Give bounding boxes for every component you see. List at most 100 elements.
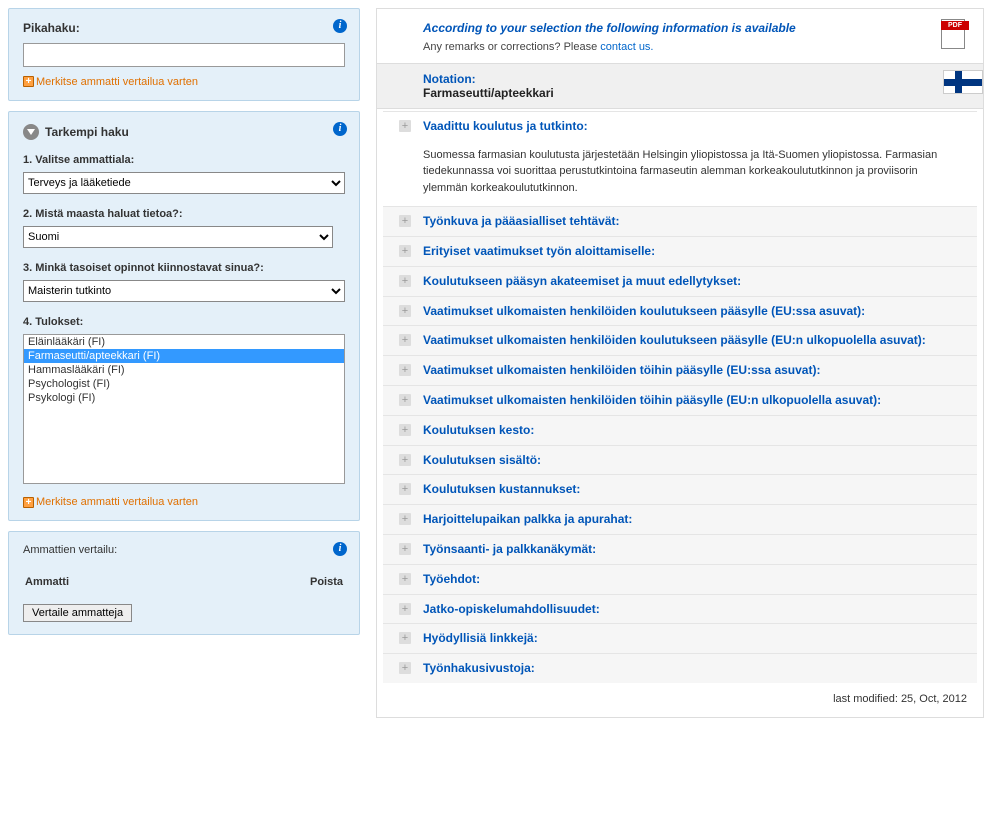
accordion-header[interactable]: + Vaatimukset ulkomaisten henkilöiden kou… [383,297,977,326]
notation-value: Farmaseutti/apteekkari [423,86,963,100]
advanced-title: Tarkempi haku [45,125,129,139]
accordion-title: Vaadittu koulutus ja tutkinto: [423,119,588,133]
list-item[interactable]: Farmaseutti/apteekkari (FI) [24,349,344,363]
accordion-item: + Jatko-opiskelumahdollisuudet: [383,594,977,624]
accordion-header[interactable]: + Vaadittu koulutus ja tutkinto: [383,112,977,141]
compare-col-profession: Ammatti [25,572,206,592]
accordion-item: +Harjoittelupaikan palkka ja apurahat: [383,504,977,534]
accordion-item: +Työnhakusivustoja: [383,653,977,683]
accordion-header[interactable]: + Koulutuksen kesto: [383,416,977,445]
compare-button[interactable]: Vertaile ammatteja [23,604,132,622]
accordion-title: Jatko-opiskelumahdollisuudet: [423,602,600,616]
accordion-title: Hyödyllisiä linkkejä: [423,631,538,645]
accordion-header[interactable]: +Työnkuva ja pääasialliset tehtävät: [383,207,977,236]
mark-profession-label: Merkitse ammatti vertailua varten [36,76,198,88]
plus-icon: + [399,334,411,346]
results-listbox[interactable]: Eläinlääkäri (FI)Farmaseutti/apteekkari … [23,334,345,484]
plus-icon: + [23,76,34,87]
chevron-down-icon[interactable] [23,124,39,140]
level-select[interactable]: Maisterin tutkinto [23,280,345,302]
quicksearch-title: Pikahaku: [23,21,345,35]
field3-label: 3. Minkä tasoiset opinnot kiinnostavat s… [23,262,345,274]
plus-icon: + [399,603,411,615]
country-select[interactable]: Suomi [23,226,333,248]
accordion-title: Vaatimukset ulkomaisten henkilöiden töih… [423,363,820,377]
main-header-subtitle: Any remarks or corrections? Please conta… [423,41,963,53]
accordion-item: + Koulutuksen kustannukset: [383,474,977,504]
accordion-header[interactable]: +Työnsaanti- ja palkkanäkymät: [383,535,977,564]
quicksearch-panel: i Pikahaku: + Merkitse ammatti vertailua… [8,8,360,101]
plus-icon: + [399,215,411,227]
accordion: + Vaadittu koulutus ja tutkinto: Suomessa … [383,111,977,683]
accordion-item: +Työnkuva ja pääasialliset tehtävät: [383,206,977,236]
accordion-item: + Hyödyllisiä linkkejä: [383,623,977,653]
list-item[interactable]: Eläinlääkäri (FI) [24,335,344,349]
plus-icon: + [399,483,411,495]
main-panel: PDF According to your selection the foll… [376,8,984,718]
mark-profession-link-2[interactable]: + Merkitse ammatti vertailua varten [23,496,198,508]
list-item[interactable]: Psykologi (FI) [24,391,344,405]
plus-icon: + [399,424,411,436]
plus-icon: + [399,632,411,644]
accordion-header[interactable]: + Jatko-opiskelumahdollisuudet: [383,595,977,624]
compare-col-remove: Poista [208,572,343,592]
accordion-item: + Vaatimukset ulkomaisten henkilöiden töi… [383,355,977,385]
list-item[interactable]: Psychologist (FI) [24,377,344,391]
main-header: PDF According to your selection the foll… [377,9,983,63]
accordion-header[interactable]: +Erityiset vaatimukset työn aloittamisel… [383,237,977,266]
compare-table: Ammatti Poista [23,570,345,594]
accordion-header[interactable]: + Vaatimukset ulkomaisten henkilöiden kou… [383,326,977,355]
contact-link[interactable]: contact us. [600,41,653,53]
accordion-item: + Koulutukseen pääsyn akateemiset ja muut… [383,266,977,296]
accordion-header[interactable]: +Harjoittelupaikan palkka ja apurahat: [383,505,977,534]
accordion-title: Vaatimukset ulkomaisten henkilöiden koul… [423,333,926,347]
accordion-item: + Koulutuksen kesto: [383,415,977,445]
accordion-title: Koulutuksen kustannukset: [423,482,580,496]
mark-profession-link[interactable]: + Merkitse ammatti vertailua varten [23,76,198,88]
accordion-title: Vaatimukset ulkomaisten henkilöiden koul… [423,304,865,318]
plus-icon: + [399,120,411,132]
info-icon[interactable]: i [333,19,347,33]
profession-area-select[interactable]: Terveys ja lääketiede [23,172,345,194]
plus-icon: + [399,305,411,317]
accordion-item: + Koulutuksen sisältö: [383,445,977,475]
field4-label: 4. Tulokset: [23,316,345,328]
accordion-title: Koulutuksen kesto: [423,423,534,437]
notation-label: Notation: [423,72,963,86]
accordion-header[interactable]: + Koulutuksen sisältö: [383,446,977,475]
accordion-header[interactable]: +Työnhakusivustoja: [383,654,977,683]
compare-panel: i Ammattien vertailu: Ammatti Poista Ver… [8,531,360,635]
accordion-item: + Vaatimukset ulkomaisten henkilöiden kou… [383,296,977,326]
accordion-body: Suomessa farmasian koulutusta järjestetä… [383,141,977,207]
accordion-header[interactable]: + Koulutuksen kustannukset: [383,475,977,504]
plus-icon: + [399,394,411,406]
list-item[interactable]: Hammaslääkäri (FI) [24,363,344,377]
field2-label: 2. Mistä maasta haluat tietoa?: [23,208,345,220]
accordion-item: + Vaadittu koulutus ja tutkinto: Suomessa … [383,111,977,206]
accordion-header[interactable]: + Koulutukseen pääsyn akateemiset ja muut… [383,267,977,296]
accordion-header[interactable]: + Vaatimukset ulkomaisten henkilöiden töi… [383,356,977,385]
plus-icon: + [399,573,411,585]
compare-title: Ammattien vertailu: [23,544,345,556]
accordion-header[interactable]: + Työehdot: [383,565,977,594]
accordion-item: +Työnsaanti- ja palkkanäkymät: [383,534,977,564]
accordion-item: +Erityiset vaatimukset työn aloittamisel… [383,236,977,266]
accordion-header[interactable]: +Vaatimukset ulkomaisten henkilöiden töi… [383,386,977,415]
plus-icon: + [399,245,411,257]
plus-icon: + [399,662,411,674]
accordion-title: Koulutuksen sisältö: [423,453,541,467]
accordion-title: Koulutukseen pääsyn akateemiset ja muut … [423,274,741,288]
plus-icon: + [399,454,411,466]
accordion-header[interactable]: + Hyödyllisiä linkkejä: [383,624,977,653]
accordion-title: Työehdot: [423,572,480,586]
notation-bar: Notation: Farmaseutti/apteekkari [377,63,983,109]
info-icon[interactable]: i [333,122,347,136]
accordion-item: + Työehdot: [383,564,977,594]
plus-icon: + [399,513,411,525]
quicksearch-input[interactable] [23,43,345,67]
plus-icon: + [399,275,411,287]
info-icon[interactable]: i [333,542,347,556]
pdf-icon[interactable]: PDF [941,19,969,51]
plus-icon: + [399,364,411,376]
plus-icon: + [23,497,34,508]
